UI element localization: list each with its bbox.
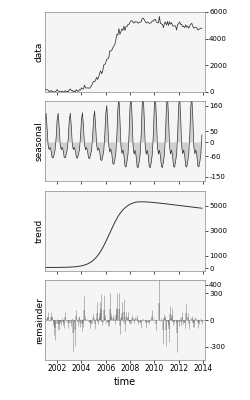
Y-axis label: trend: trend — [35, 218, 44, 243]
Y-axis label: remainder: remainder — [35, 297, 44, 344]
Y-axis label: data: data — [35, 42, 44, 62]
Y-axis label: seasonal: seasonal — [35, 122, 44, 161]
X-axis label: time: time — [114, 377, 136, 387]
